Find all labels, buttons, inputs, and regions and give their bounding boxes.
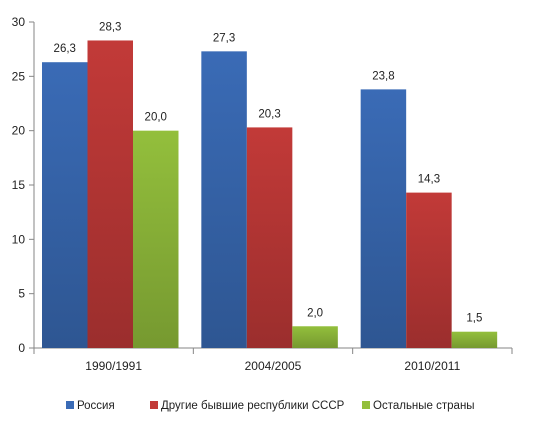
data-label: 20,0 <box>145 112 167 124</box>
x-tick-label: 2010/2011 <box>404 359 460 373</box>
y-tick-label: 30 <box>12 15 26 29</box>
legend: Россия Другие бывшие республики СССР Остал… <box>66 400 475 412</box>
data-label: 1,5 <box>466 313 482 325</box>
data-labels: 26,3 28,3 20,0 27,3 20,3 2,0 23,8 14,3 1,5 <box>54 21 483 324</box>
data-label: 23,8 <box>372 70 394 82</box>
data-label: 26,3 <box>54 43 76 55</box>
bar-2-1990-1991 <box>87 40 133 349</box>
data-label: 20,3 <box>258 108 280 120</box>
bar-1-1990-1991 <box>42 62 88 348</box>
legend-label: Другие бывшие республики СССР <box>161 400 345 412</box>
legend-label: Остальные страны <box>373 400 475 412</box>
legend-swatch <box>362 401 370 409</box>
y-tick-label: 20 <box>12 124 26 138</box>
y-tick-label: 0 <box>18 341 25 355</box>
legend-label: Россия <box>77 400 115 412</box>
y-tick-label: 5 <box>18 287 25 301</box>
x-axis: 1990/1991 2004/2005 2010/2011 <box>33 347 513 373</box>
data-label: 28,3 <box>99 21 121 33</box>
bar-1-2004-2005 <box>201 51 247 349</box>
legend-swatch <box>66 401 74 409</box>
y-tick-label: 15 <box>12 178 26 192</box>
bar-1-2010-2011 <box>360 89 407 348</box>
bar-3-2004-2005 <box>292 326 338 348</box>
data-label: 27,3 <box>213 32 235 44</box>
y-axis: 0 5 10 15 20 25 30 <box>12 15 35 355</box>
y-tick-label: 10 <box>12 232 26 246</box>
bar-2-2004-2005 <box>246 127 293 348</box>
legend-swatch <box>150 401 158 409</box>
data-label: 14,3 <box>418 174 440 186</box>
bar-3-2010-2011 <box>451 331 498 348</box>
data-label: 2,0 <box>307 307 323 319</box>
x-tick-label: 2004/2005 <box>245 359 302 373</box>
bar-3-1990-1991 <box>133 130 179 348</box>
y-tick-label: 25 <box>12 69 26 83</box>
x-tick-label: 1990/1991 <box>85 359 142 373</box>
bar-2-2010-2011 <box>406 192 452 348</box>
bars <box>42 40 498 349</box>
